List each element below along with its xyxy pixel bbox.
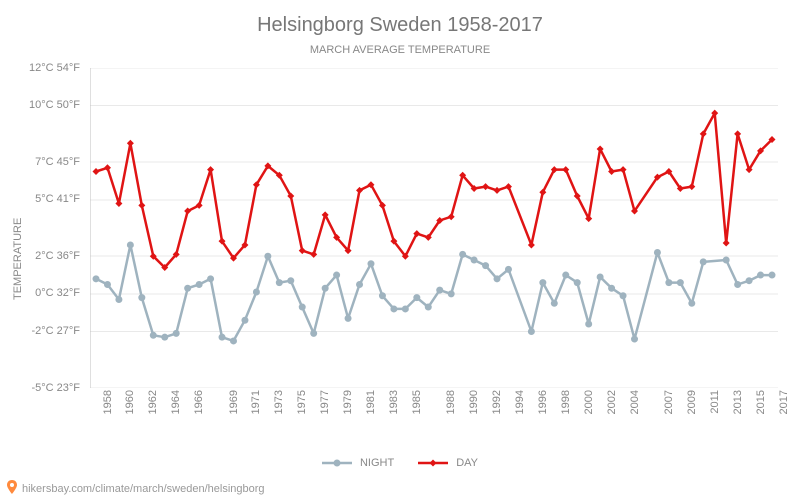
x-tick-label: 2007: [663, 390, 675, 424]
x-tick-label: 1962: [147, 390, 159, 424]
y-tick-label: -2°C 27°F: [0, 325, 80, 337]
x-tick-label: 1973: [273, 390, 285, 424]
x-tick-label: 1969: [228, 390, 240, 424]
y-tick-label: 5°C 41°F: [0, 193, 80, 205]
x-tick-label: 2004: [629, 390, 641, 424]
day-swatch-icon: [418, 456, 448, 470]
plot-area: [90, 68, 778, 388]
x-tick-label: 2011: [709, 390, 721, 424]
x-tick-label: 2017: [778, 390, 790, 424]
x-tick-label: 1988: [445, 390, 457, 424]
pin-icon: [6, 480, 18, 497]
y-tick-label: 0°C 32°F: [0, 287, 80, 299]
x-tick-label: 1975: [296, 390, 308, 424]
y-tick-label: 7°C 45°F: [0, 156, 80, 168]
x-tick-label: 2000: [583, 390, 595, 424]
source-attribution: hikersbay.com/climate/march/sweden/helsi…: [6, 480, 265, 497]
legend-item-night: NIGHT: [322, 456, 394, 470]
y-tick-label: 2°C 36°F: [0, 250, 80, 262]
legend-label: DAY: [456, 457, 478, 469]
chart-title: Helsingborg Sweden 1958-2017: [0, 14, 800, 37]
y-tick-label: 10°C 50°F: [0, 99, 80, 111]
x-tick-label: 1979: [342, 390, 354, 424]
x-tick-label: 1994: [514, 390, 526, 424]
chart-subtitle: MARCH AVERAGE TEMPERATURE: [0, 44, 800, 56]
x-tick-label: 1990: [468, 390, 480, 424]
x-tick-label: 1971: [250, 390, 262, 424]
x-tick-label: 1960: [124, 390, 136, 424]
x-tick-label: 1998: [560, 390, 572, 424]
night-swatch-icon: [322, 456, 352, 470]
legend: NIGHT DAY: [0, 456, 800, 470]
x-tick-label: 2013: [732, 390, 744, 424]
legend-item-day: DAY: [418, 456, 478, 470]
x-tick-label: 1983: [388, 390, 400, 424]
x-tick-label: 1966: [193, 390, 205, 424]
x-tick-label: 1977: [319, 390, 331, 424]
x-tick-label: 1964: [170, 390, 182, 424]
x-tick-label: 1992: [491, 390, 503, 424]
temperature-chart: Helsingborg Sweden 1958-2017 MARCH AVERA…: [0, 0, 800, 500]
source-text: hikersbay.com/climate/march/sweden/helsi…: [22, 483, 265, 495]
x-tick-label: 1981: [365, 390, 377, 424]
y-tick-label: 12°C 54°F: [0, 62, 80, 74]
x-tick-label: 1996: [537, 390, 549, 424]
x-tick-label: 1985: [411, 390, 423, 424]
x-tick-label: 2015: [755, 390, 767, 424]
x-tick-label: 1958: [102, 390, 114, 424]
legend-label: NIGHT: [360, 457, 394, 469]
x-tick-label: 2002: [606, 390, 618, 424]
y-tick-label: -5°C 23°F: [0, 382, 80, 394]
x-tick-label: 2009: [686, 390, 698, 424]
